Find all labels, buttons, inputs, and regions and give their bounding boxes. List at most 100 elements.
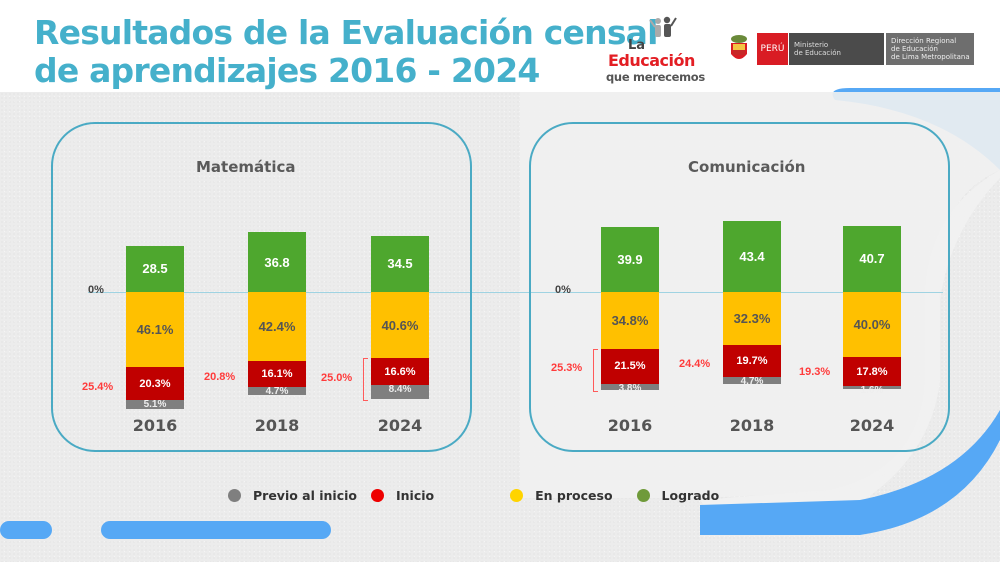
- title-line-1: Resultados de la Evaluación censal: [34, 13, 658, 52]
- ministry-logo: PERÚ Ministerio de Educación Dirección R…: [728, 33, 974, 65]
- bar-previo-2024: 1.6%: [843, 386, 901, 396]
- bar-previo-2018: 4.7%: [723, 375, 781, 387]
- zero-axis-label: 0%: [555, 284, 571, 296]
- bar-previo-2016: 3.8%: [601, 382, 659, 394]
- panel-matematica: [51, 122, 472, 452]
- data-label: 43.4: [739, 249, 765, 265]
- data-label: 36.8: [264, 254, 290, 270]
- page-title: Resultados de la Evaluación censal de ap…: [34, 14, 658, 90]
- inicio-previo-sum-label: 19.3%: [799, 366, 831, 378]
- x-tick-label: 2016: [132, 416, 178, 435]
- data-label: 1.6%: [860, 385, 884, 397]
- data-label: 4.7%: [265, 386, 289, 398]
- title-line-2: de aprendizajes 2016 - 2024: [34, 51, 540, 90]
- data-label: 3.8%: [618, 382, 642, 394]
- logo-la: La: [628, 38, 646, 53]
- data-label: 5.1%: [143, 399, 167, 411]
- legend-item-en-proceso: En proceso: [510, 488, 613, 503]
- bar-en-proceso-2018: 42.4%: [248, 292, 306, 362]
- bar-inicio-2016: 21.5%: [601, 348, 659, 384]
- legend-label: Previo al inicio: [253, 488, 357, 503]
- data-label: 16.1%: [261, 368, 293, 381]
- inicio-previo-sum-label: 25.3%: [551, 362, 583, 375]
- x-tick-label: 2024: [849, 416, 895, 435]
- data-label: 28.5: [142, 261, 168, 277]
- legend: Previo al inicio Inicio En proceso Logra…: [228, 488, 719, 503]
- legend-dot-icon: [371, 489, 384, 502]
- dre-label: Dirección Regional de Educación de Lima …: [886, 33, 974, 65]
- legend-item-inicio: Inicio: [371, 488, 434, 503]
- legend-dot-icon: [228, 489, 241, 502]
- bar-logrado-2024: 34.5: [371, 235, 429, 292]
- panel-comunicacion: [529, 122, 950, 452]
- legend-label: Logrado: [661, 488, 720, 503]
- data-label: 20.3%: [139, 377, 171, 390]
- bar-logrado-2018: 36.8: [248, 232, 306, 292]
- chart-title: Matemática: [196, 158, 296, 176]
- inicio-previo-sum-label: 25.4%: [82, 380, 114, 393]
- inicio-previo-sum-label: 24.4%: [679, 357, 711, 370]
- bar-logrado-2016: 39.9: [601, 226, 659, 292]
- ministry-line-2: de Educación: [794, 49, 841, 57]
- logo-educacion: Educación: [608, 51, 695, 70]
- people-figures-icon: [649, 16, 677, 37]
- data-label: 46.1%: [136, 322, 174, 338]
- bar-logrado-2018: 43.4: [723, 221, 781, 292]
- inicio-previo-sum-label: 25.0%: [321, 371, 353, 384]
- x-tick-label: 2018: [729, 416, 775, 435]
- dre-line-2: de Educación: [891, 45, 938, 53]
- inicio-previo-sum-label: 20.8%: [204, 371, 236, 384]
- zero-line: [88, 292, 943, 293]
- bar-logrado-2016: 28.5: [126, 245, 184, 292]
- data-label: 32.3%: [733, 310, 771, 326]
- data-label: 34.8%: [611, 312, 649, 328]
- data-label: 4.7%: [740, 375, 764, 387]
- peru-coat-of-arms-icon: [731, 35, 747, 59]
- ministry-line-1: Ministerio: [794, 41, 829, 49]
- data-label: 21.5%: [614, 360, 646, 373]
- bar-inicio-2018: 19.7%: [723, 344, 781, 377]
- x-tick-label: 2018: [254, 416, 300, 435]
- data-label: 40.7: [859, 251, 885, 267]
- dre-line-1: Dirección Regional: [891, 37, 957, 45]
- legend-dot-icon: [510, 489, 524, 502]
- legend-item-previo: Previo al inicio: [228, 488, 357, 503]
- data-label: 17.8%: [856, 365, 888, 378]
- data-label: 8.4%: [388, 384, 412, 396]
- legend-item-logrado: Logrado: [636, 488, 720, 503]
- bar-inicio-2018: 16.1%: [248, 361, 306, 388]
- data-label: 40.0%: [853, 317, 891, 333]
- bar-inicio-2024: 16.6%: [371, 358, 429, 386]
- bar-en-proceso-2016: 46.1%: [126, 292, 184, 368]
- data-label: 39.9: [617, 251, 643, 267]
- bracket-marker: [593, 348, 598, 392]
- bar-logrado-2024: 40.7: [843, 225, 901, 292]
- ministry-label: Ministerio de Educación: [789, 33, 884, 65]
- x-tick-label: 2016: [607, 416, 653, 435]
- bar-inicio-2016: 20.3%: [126, 367, 184, 401]
- legend-label: En proceso: [535, 488, 613, 503]
- dre-line-3: de Lima Metropolitana: [891, 53, 970, 61]
- bracket-marker: [363, 358, 368, 401]
- bar-en-proceso-2018: 32.3%: [723, 292, 781, 345]
- bar-previo-2018: 4.7%: [248, 386, 306, 398]
- la-educacion-logo: La Educación que merecemos: [604, 14, 714, 84]
- data-label: 16.6%: [384, 365, 416, 378]
- bar-en-proceso-2024: 40.6%: [371, 292, 429, 359]
- bar-en-proceso-2016: 34.8%: [601, 292, 659, 349]
- bar-previo-2024: 8.4%: [371, 385, 429, 399]
- data-label: 42.4%: [258, 319, 296, 335]
- legend-dot-icon: [636, 489, 650, 502]
- bar-previo-2016: 5.1%: [126, 399, 184, 411]
- bar-en-proceso-2024: 40.0%: [843, 292, 901, 358]
- bar-inicio-2024: 17.8%: [843, 357, 901, 387]
- data-label: 34.5: [387, 256, 413, 272]
- zero-axis-label: 0%: [88, 284, 104, 296]
- data-label: 19.7%: [736, 354, 768, 367]
- chart-title: Comunicación: [688, 158, 806, 176]
- x-tick-label: 2024: [377, 416, 423, 435]
- data-label: 40.6%: [381, 317, 419, 333]
- peru-label: PERÚ: [757, 33, 788, 65]
- logo-que-merecemos: que merecemos: [606, 70, 705, 84]
- legend-label: Inicio: [396, 488, 435, 503]
